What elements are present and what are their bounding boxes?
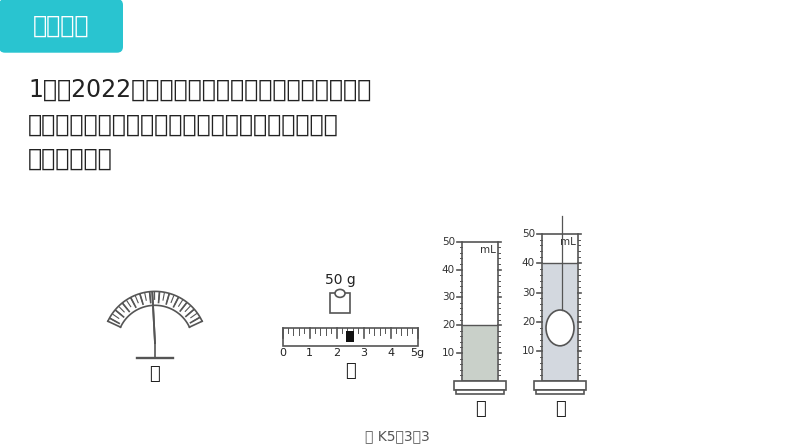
Text: 4: 4 <box>387 348 394 358</box>
Text: mL: mL <box>480 245 496 255</box>
Text: 40: 40 <box>442 265 455 274</box>
Text: 水和细线等。: 水和细线等。 <box>28 147 113 171</box>
Text: 10: 10 <box>522 346 535 356</box>
Text: 50 g: 50 g <box>325 274 356 287</box>
Bar <box>456 390 504 394</box>
Text: 丁: 丁 <box>555 400 565 418</box>
Text: 图 K5－3－3: 图 K5－3－3 <box>364 430 430 443</box>
Text: 1．（2022贵港修改）某兴趣小组计划测量一块形: 1．（2022贵港修改）某兴趣小组计划测量一块形 <box>28 78 372 101</box>
FancyBboxPatch shape <box>0 0 123 53</box>
Text: 5g: 5g <box>410 348 425 358</box>
Text: 2: 2 <box>333 348 340 358</box>
Text: 40: 40 <box>522 258 535 268</box>
Bar <box>542 234 578 381</box>
Text: 20: 20 <box>522 317 535 327</box>
Bar <box>283 328 418 346</box>
Text: 50: 50 <box>442 236 455 247</box>
Ellipse shape <box>335 289 345 297</box>
Text: 20: 20 <box>442 320 455 330</box>
Text: mL: mL <box>560 237 576 247</box>
Text: 夯实基础: 夯实基础 <box>33 14 89 38</box>
Bar <box>346 331 354 342</box>
Text: 乙: 乙 <box>345 362 356 380</box>
Text: 丙: 丙 <box>475 400 485 418</box>
Text: 30: 30 <box>442 292 455 302</box>
Bar <box>463 325 497 380</box>
Text: 1: 1 <box>306 348 313 358</box>
Text: 甲: 甲 <box>149 365 160 383</box>
Text: 50: 50 <box>522 229 535 239</box>
Ellipse shape <box>546 310 574 346</box>
Text: 状不规则的小石块密度，备用器材有天平、量筒、: 状不规则的小石块密度，备用器材有天平、量筒、 <box>28 112 339 136</box>
Bar <box>454 381 506 390</box>
Bar <box>462 242 498 381</box>
Text: 3: 3 <box>360 348 367 358</box>
Text: 0: 0 <box>279 348 286 358</box>
Bar <box>536 390 584 394</box>
Bar <box>330 293 350 313</box>
Text: 10: 10 <box>442 348 455 358</box>
Bar <box>543 263 577 380</box>
Text: 30: 30 <box>522 287 535 298</box>
Bar <box>534 381 586 390</box>
